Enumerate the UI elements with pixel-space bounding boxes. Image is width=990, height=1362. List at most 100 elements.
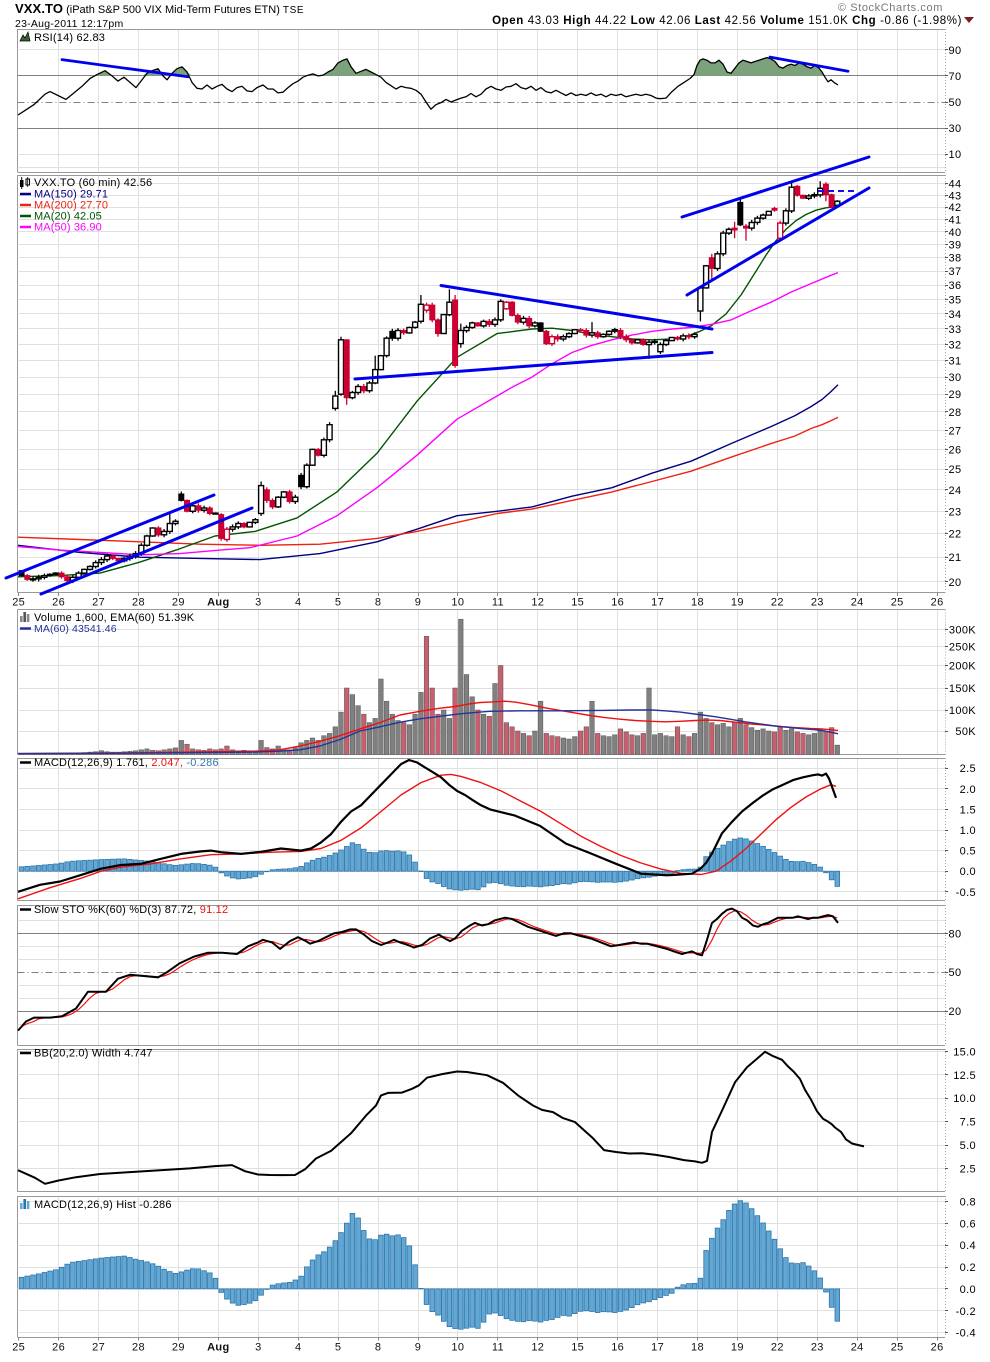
svg-text:28: 28 [132,1342,145,1354]
svg-text:Aug: Aug [207,597,229,609]
svg-text:VXX.TO (60 min) 42.56: VXX.TO (60 min) 42.56 [34,177,152,189]
svg-text:RSI(14) 62.83: RSI(14) 62.83 [34,32,105,44]
svg-text:23: 23 [949,506,962,518]
svg-text:10: 10 [451,597,464,609]
svg-text:VXX.TO (iPath S&P 500 VIX Mid-: VXX.TO (iPath S&P 500 VIX Mid-Term Futur… [15,1,304,16]
svg-text:-0.2: -0.2 [956,1306,976,1318]
svg-text:0.2: 0.2 [960,1262,976,1274]
svg-text:200K: 200K [949,661,976,673]
svg-text:3: 3 [255,597,261,609]
svg-text:Aug: Aug [207,1342,229,1354]
svg-text:12: 12 [531,1342,544,1354]
svg-text:28: 28 [132,597,145,609]
svg-text:0.5: 0.5 [960,846,976,858]
svg-text:10: 10 [949,149,962,161]
svg-text:5.0: 5.0 [960,1140,976,1152]
svg-text:0.0: 0.0 [960,1284,976,1296]
svg-text:24: 24 [851,597,864,609]
svg-text:19: 19 [731,1342,744,1354]
svg-text:26: 26 [931,597,944,609]
svg-text:12: 12 [531,597,544,609]
svg-text:30: 30 [949,372,962,384]
svg-text:BB(20,2.0) Width 4.747: BB(20,2.0) Width 4.747 [34,1048,153,1060]
svg-text:8: 8 [375,1342,381,1354]
svg-text:80: 80 [949,928,962,940]
svg-text:10.0: 10.0 [953,1093,976,1105]
svg-text:22: 22 [771,597,784,609]
svg-text:MA(150) 29.71: MA(150) 29.71 [34,189,108,201]
svg-text:25: 25 [12,597,25,609]
svg-text:3: 3 [255,1342,261,1354]
svg-text:250K: 250K [949,642,976,654]
svg-text:2.5: 2.5 [960,763,976,775]
svg-text:MA(20) 42.05: MA(20) 42.05 [34,211,102,223]
svg-text:29: 29 [172,597,185,609]
svg-text:MA(200) 27.70: MA(200) 27.70 [34,200,108,212]
svg-text:2.0: 2.0 [960,784,976,796]
svg-text:11: 11 [492,597,504,609]
svg-text:5: 5 [335,1342,341,1354]
svg-text:Volume 1,600, EMA(60) 51.39K: Volume 1,600, EMA(60) 51.39K [34,612,195,624]
svg-text:37: 37 [949,266,962,278]
svg-text:-0.4: -0.4 [956,1328,976,1340]
svg-text:MACD(12,26,9) 1.761, 2.047, -0: MACD(12,26,9) 1.761, 2.047, -0.286 [34,757,219,769]
svg-text:34: 34 [949,309,962,321]
svg-text:27: 27 [92,1342,105,1354]
svg-text:27: 27 [92,597,105,609]
svg-text:4: 4 [295,1342,301,1354]
svg-text:1.5: 1.5 [960,804,976,816]
svg-text:23-Aug-2011 12:17pm: 23-Aug-2011 12:17pm [15,18,123,30]
svg-text:23: 23 [811,1342,824,1354]
svg-text:0.8: 0.8 [960,1196,976,1208]
svg-text:© StockCharts.com: © StockCharts.com [838,2,943,14]
svg-text:39: 39 [949,240,962,252]
svg-text:15.0: 15.0 [953,1046,976,1058]
svg-text:29: 29 [949,389,962,401]
svg-text:5: 5 [335,597,341,609]
svg-text:20: 20 [949,1006,962,1018]
svg-text:8: 8 [375,597,381,609]
svg-text:32: 32 [949,340,962,352]
svg-text:50: 50 [949,967,962,979]
svg-text:26: 26 [52,1342,65,1354]
svg-text:0.6: 0.6 [960,1218,976,1230]
svg-text:18: 18 [691,597,704,609]
svg-text:-0.5: -0.5 [956,887,976,899]
svg-text:150K: 150K [949,683,976,695]
svg-text:22: 22 [949,529,962,541]
svg-text:26: 26 [931,1342,944,1354]
svg-text:17: 17 [651,1342,664,1354]
svg-text:90: 90 [949,45,962,57]
svg-text:11: 11 [492,1342,504,1354]
svg-text:20: 20 [949,577,962,589]
svg-text:35: 35 [949,294,962,306]
svg-text:24: 24 [949,485,962,497]
svg-text:25: 25 [891,1342,904,1354]
svg-text:26: 26 [52,597,65,609]
svg-text:38: 38 [949,253,962,265]
svg-text:25: 25 [12,1342,25,1354]
svg-text:36: 36 [949,280,962,292]
svg-text:44: 44 [949,179,962,191]
svg-text:Slow STO %K(60) %D(3) 87.72, 9: Slow STO %K(60) %D(3) 87.72, 91.12 [34,904,228,916]
svg-text:9: 9 [415,597,421,609]
svg-text:15: 15 [571,1342,584,1354]
svg-text:300K: 300K [949,625,976,637]
svg-text:MA(50) 36.90: MA(50) 36.90 [34,222,102,234]
svg-text:12.5: 12.5 [953,1070,976,1082]
svg-text:4: 4 [295,597,301,609]
svg-text:26: 26 [949,444,962,456]
svg-text:Open 43.03 High 44.22 Low 42.0: Open 43.03 High 44.22 Low 42.06 Last 42.… [492,15,962,27]
svg-text:42: 42 [949,202,962,214]
svg-text:7.5: 7.5 [960,1117,976,1129]
svg-text:31: 31 [949,356,962,368]
svg-text:18: 18 [691,1342,704,1354]
svg-text:100K: 100K [949,705,976,717]
svg-text:0.4: 0.4 [960,1240,976,1252]
svg-text:19: 19 [731,597,744,609]
svg-text:25: 25 [891,597,904,609]
svg-text:2.5: 2.5 [960,1163,976,1175]
svg-text:70: 70 [949,71,962,83]
svg-text:9: 9 [415,1342,421,1354]
svg-text:16: 16 [611,1342,624,1354]
